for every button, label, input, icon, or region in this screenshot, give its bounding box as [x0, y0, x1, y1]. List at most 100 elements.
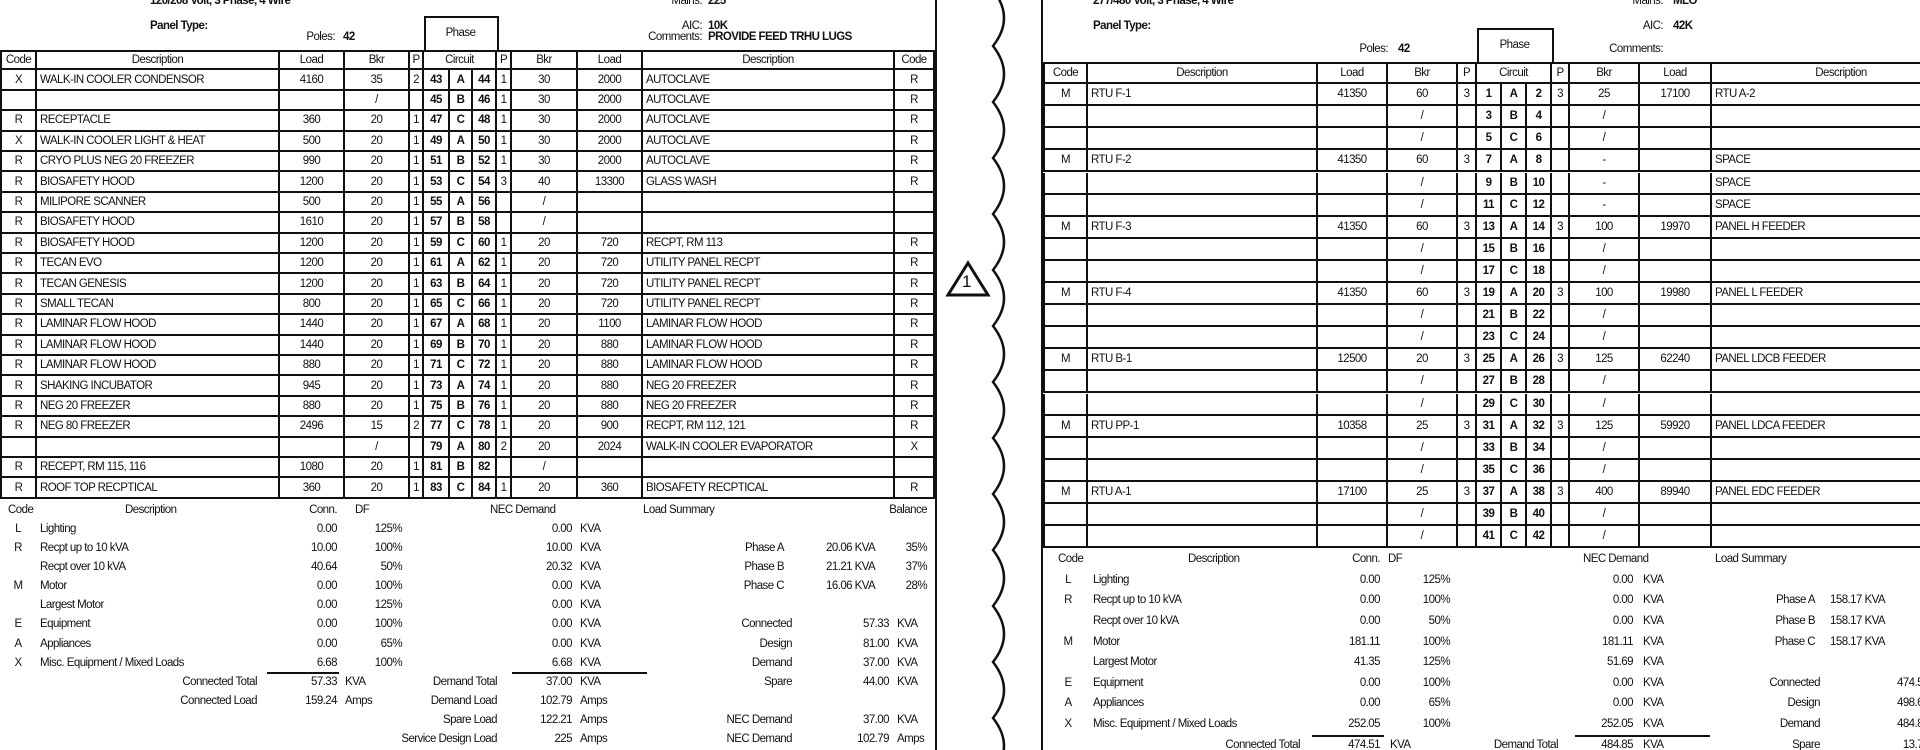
cell-breaker: 20 — [345, 152, 410, 173]
cell-poles-2: 3 — [1552, 84, 1570, 107]
demand-total-value: 122.21 — [540, 713, 572, 726]
cell-poles — [1458, 194, 1477, 217]
circuit-row: / 27 B 28 / — [1043, 371, 1920, 394]
demand-total-label: Demand Load — [430, 694, 498, 707]
cell-poles-2: 3 — [1552, 349, 1570, 372]
cell-load-2 — [1640, 150, 1712, 173]
cell-load: 500 — [280, 131, 345, 152]
cell-circuit-left: 55 — [424, 192, 450, 214]
summary-nec-value: 10.00 — [545, 542, 573, 554]
cell-breaker-2: 20 — [512, 233, 578, 254]
cell-load: 4160 — [280, 70, 345, 91]
cell-load: 2496 — [280, 417, 345, 438]
cell-breaker-2: / — [1570, 459, 1640, 482]
cell-code-2: R — [895, 335, 935, 356]
cell-code — [1043, 371, 1088, 394]
cell-code-2: R — [895, 152, 935, 173]
cell-circuit-phase: B — [1502, 437, 1527, 460]
cell-breaker: / — [1388, 327, 1458, 350]
load-total-label: Connected — [741, 618, 792, 631]
cell-load: 990 — [280, 152, 345, 173]
cell-circuit-left: 51 — [424, 152, 450, 173]
cell-breaker: / — [1388, 106, 1458, 129]
phase-load-label: Phase C — [1774, 635, 1816, 648]
cell-circuit-phase: C — [1502, 327, 1527, 350]
demand-total-label: Demand Total — [432, 675, 498, 688]
summary-nec-value: 0.00 — [551, 522, 573, 535]
cell-poles-2: 1 — [497, 356, 512, 377]
cell-poles: 1 — [410, 213, 424, 234]
summary-code: L — [15, 522, 21, 535]
cell-circuit-phase: A — [1502, 84, 1527, 107]
circuit-row: R RECEPTACLE 360 20 1 47 C 48 1 30 2000 AUTOCLAVE R — [0, 111, 935, 132]
poles-label: Poles: — [1359, 43, 1388, 55]
cell-breaker: 20 — [345, 294, 410, 316]
cell-description: RTU F-4 — [1088, 283, 1318, 306]
cell-breaker: / — [1388, 128, 1458, 151]
cell-description-2: LAMINAR FLOW HOOD — [643, 356, 895, 377]
cell-breaker-2: 20 — [512, 254, 578, 275]
summary-description-header: Description — [1188, 553, 1240, 566]
cell-description: RTU F-2 — [1088, 150, 1318, 173]
cell-poles-2: 1 — [497, 233, 512, 254]
cell-circuit-right: 22 — [1527, 305, 1552, 328]
cell-description-2 — [1712, 394, 1920, 416]
mains-value: 225 — [708, 0, 726, 7]
nec-total-rule — [512, 671, 647, 674]
circuit-row: / 3 B 4 / — [1043, 106, 1920, 129]
cell-description — [1088, 371, 1318, 394]
panel-voltage: 120/208 Volt, 3 Phase, 4 Wire — [150, 0, 291, 7]
cell-description — [1088, 128, 1318, 151]
cell-breaker: 20 — [345, 192, 410, 214]
cell-description-2: UTILITY PANEL RECPT — [643, 294, 895, 316]
summary-nec-value: 0.00 — [1612, 573, 1634, 586]
cell-description: LAMINAR FLOW HOOD — [37, 315, 280, 336]
cell-circuit-left: 33 — [1477, 437, 1502, 460]
column-header: Load — [1640, 62, 1712, 85]
cell-poles: 1 — [410, 192, 424, 214]
cell-circuit-left: 3 — [1477, 106, 1502, 129]
cell-circuit-left: 57 — [424, 213, 450, 234]
cell-poles — [1458, 172, 1477, 195]
cell-load — [1318, 526, 1388, 549]
cell-load-2: 59920 — [1640, 415, 1712, 438]
column-header: Circuit — [424, 50, 497, 71]
summary-nec-unit: KVA — [1643, 676, 1664, 689]
load-total-unit: KVA — [897, 675, 918, 688]
load-total-value: 484.8 — [1896, 718, 1920, 730]
circuit-row: R MILIPORE SCANNER 500 20 1 55 A 56 / — [0, 192, 935, 214]
cell-circuit-phase: B — [1502, 305, 1527, 328]
cell-circuit-right: 40 — [1527, 504, 1552, 527]
cell-breaker: / — [345, 437, 410, 458]
summary-code: R — [14, 542, 22, 554]
cell-circuit-phase: A — [1502, 415, 1527, 438]
cell-load-2 — [1640, 128, 1712, 151]
cell-poles-2 — [1552, 150, 1570, 173]
cell-circuit-left: 15 — [1477, 238, 1502, 261]
load-total-label: Spare — [764, 675, 792, 688]
summary-conn: 0.00 — [316, 637, 338, 650]
cell-description: MILIPORE SCANNER — [37, 192, 280, 214]
load-total-unit: KVA — [897, 656, 918, 669]
connected-total-unit: KVA — [1390, 738, 1411, 750]
cell-poles-2: 1 — [497, 335, 512, 356]
cell-breaker-2: / — [1570, 504, 1640, 527]
summary-description: Recpt over 10 kVA — [1093, 615, 1179, 627]
cell-breaker: 20 — [345, 478, 410, 499]
demand-total-value: 37.00 — [545, 675, 573, 688]
demand-total-value: 102.79 — [540, 694, 572, 707]
summary-description: Appliances — [1093, 697, 1144, 710]
cell-poles: 1 — [410, 396, 424, 418]
cell-load-2 — [1640, 194, 1712, 217]
cell-circuit-left: 63 — [424, 274, 450, 295]
cell-circuit-left: 65 — [424, 294, 450, 316]
cell-poles: 3 — [1458, 216, 1477, 239]
cell-breaker-2: 400 — [1570, 481, 1640, 504]
cell-breaker-2: / — [1570, 128, 1640, 151]
cell-circuit-right: 6 — [1527, 128, 1552, 151]
demand-total-unit: KVA — [1643, 738, 1664, 750]
cell-poles-2: 1 — [497, 274, 512, 295]
cell-description — [1088, 106, 1318, 129]
cell-circuit-left: 1 — [1477, 84, 1502, 107]
cell-breaker-2: - — [1570, 194, 1640, 217]
